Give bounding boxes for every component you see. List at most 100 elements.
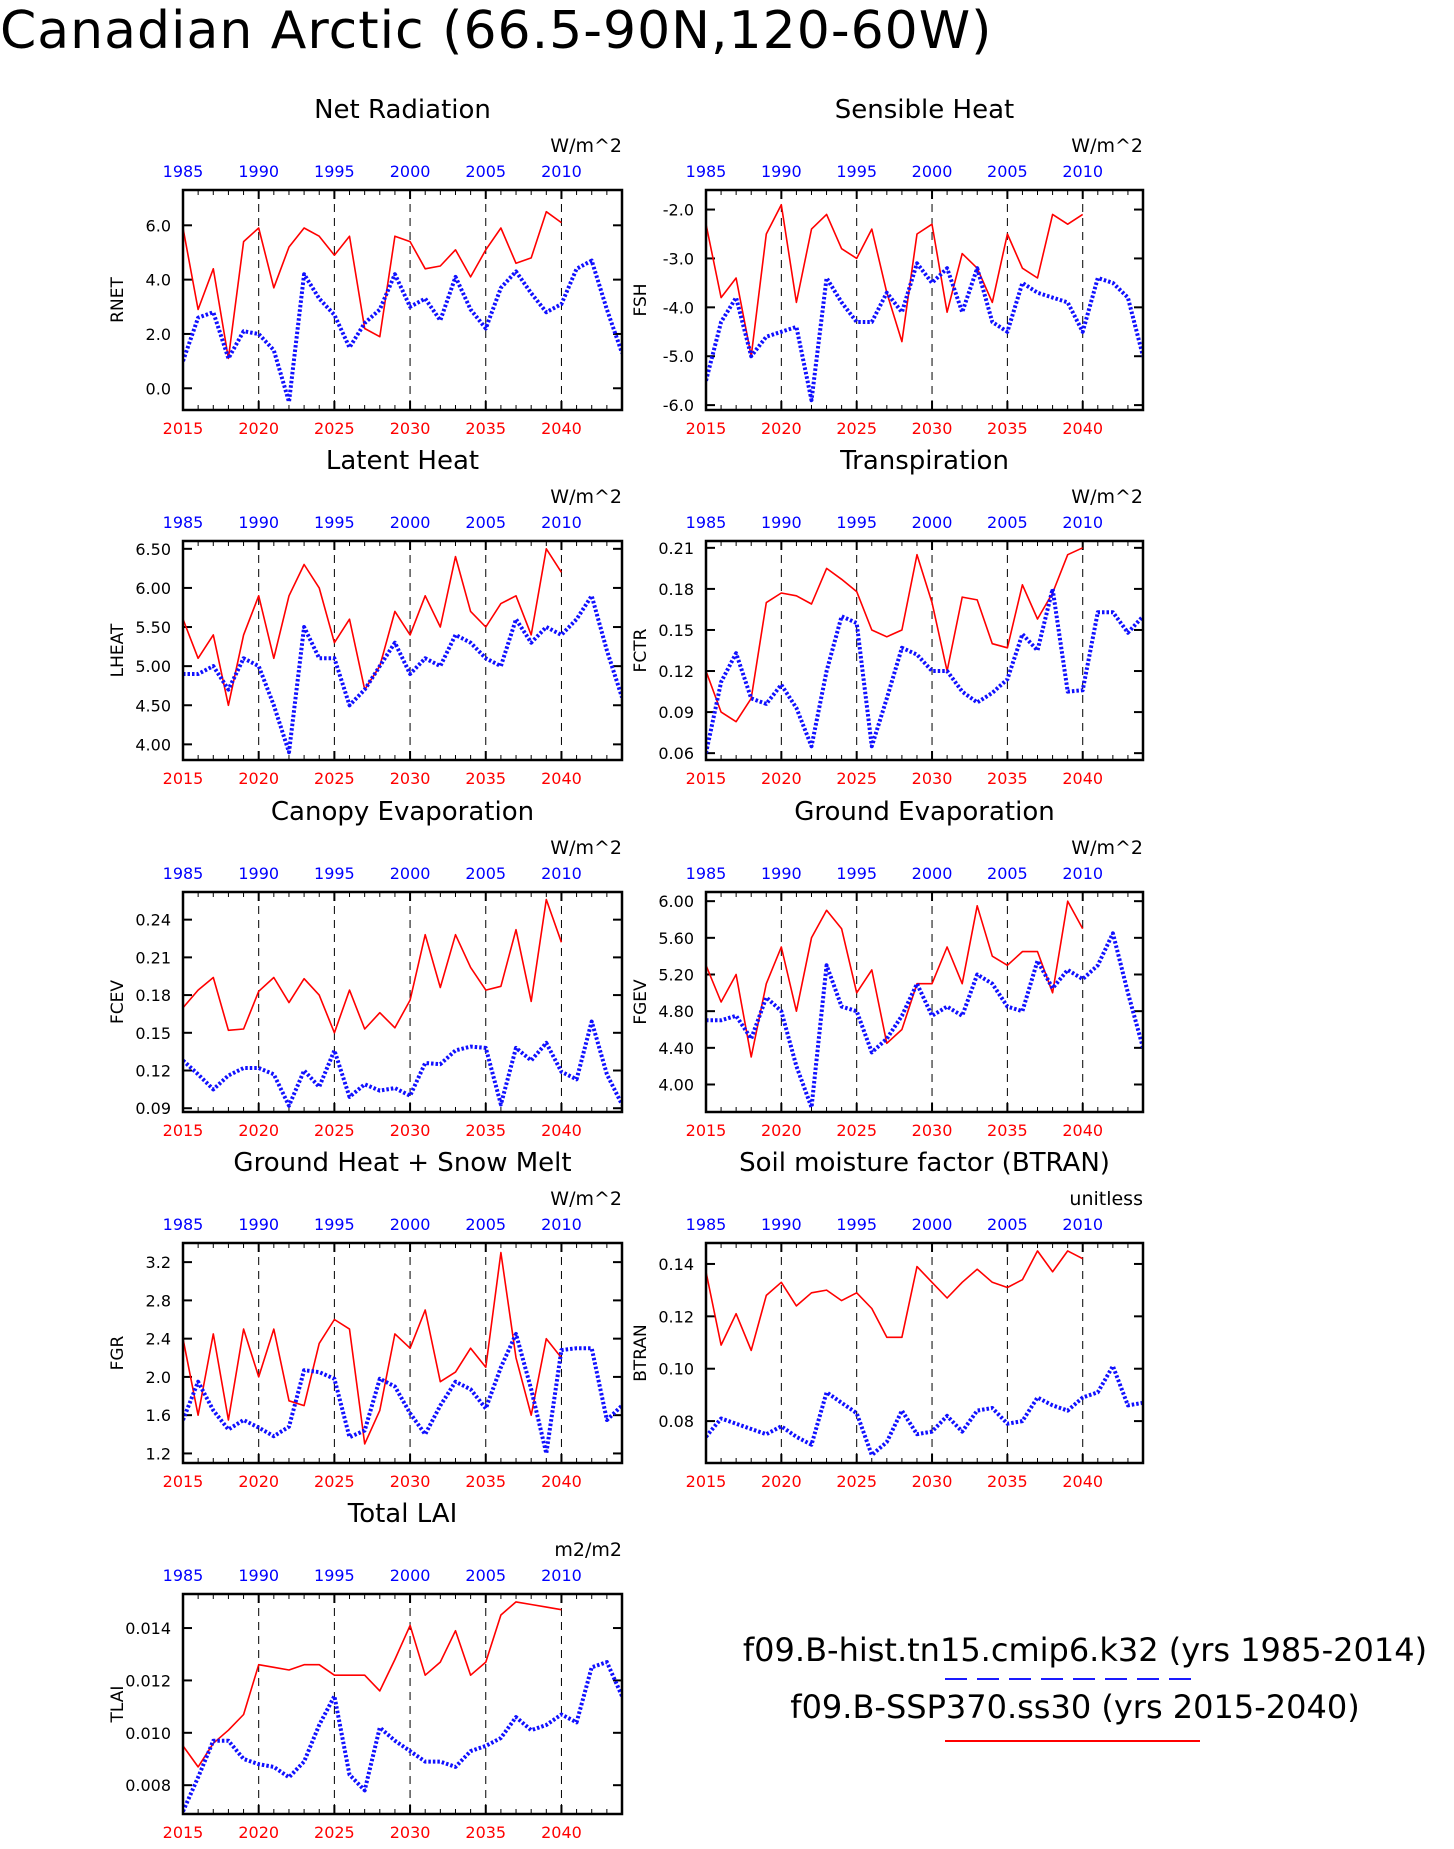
y-tick-label: 4.50 — [135, 696, 171, 715]
x-tick-label: 2025 — [836, 769, 877, 788]
series-line-ssp — [183, 898, 563, 1034]
x-tick-label-top: 1995 — [836, 864, 877, 883]
panel-9: Total LAI m2/m2 TLAI 2015 1985 2020 1990 2025 19… — [108, 1499, 624, 1842]
x-tick-label: 2040 — [1062, 1472, 1103, 1491]
series-line-ssp — [183, 210, 562, 360]
legend-label-hist: f09.B-hist.tn15.cmip6.k32 (yrs 1985-2014… — [743, 1631, 1427, 1669]
x-tick-label: 2015 — [163, 1121, 204, 1140]
y-tick-label: 0.12 — [135, 1062, 171, 1081]
series-line-ssp — [706, 547, 1084, 723]
x-tick-label-top: 2005 — [465, 1215, 506, 1234]
x-tick-label-top: 1995 — [836, 1215, 877, 1234]
x-tick-label: 2015 — [163, 1823, 204, 1842]
x-tick-label-top: 1985 — [163, 162, 204, 181]
y-tick-label: 1.6 — [146, 1406, 171, 1425]
plot-frame — [181, 188, 624, 412]
panels-group: Net Radiation W/m^2 RNET 2015 1985 2020 1990 20… — [108, 95, 1145, 1842]
y-tick-label: 0.008 — [125, 1776, 171, 1795]
y-tick-label: 2.0 — [146, 325, 171, 344]
y-tick-label: 0.08 — [658, 1412, 694, 1431]
x-tick-label-top: 1990 — [761, 1215, 802, 1234]
panel-title: Ground Evaporation — [794, 797, 1054, 827]
y-tick-label: 0.012 — [125, 1671, 171, 1690]
x-tick-label-top: 1990 — [238, 513, 279, 532]
x-tick-label: 2030 — [390, 1472, 431, 1491]
y-tick-label: 0.18 — [135, 986, 171, 1005]
x-tick-label: 2030 — [390, 1823, 431, 1842]
series-line-ssp — [183, 547, 563, 707]
x-tick-label: 2040 — [541, 1121, 582, 1140]
panel-2: Sensible Heat W/m^2 FSH 2015 1985 2020 1990 202… — [631, 95, 1145, 438]
x-tick-label-top: 2005 — [987, 864, 1028, 883]
series-line-ssp — [706, 1250, 1084, 1352]
y-tick-label: 0.21 — [658, 539, 694, 558]
y-tick-label: 0.09 — [658, 703, 694, 722]
x-tick-label-top: 1985 — [163, 1215, 204, 1234]
panel-title: Total LAI — [347, 1499, 458, 1529]
y-tick-label: 5.60 — [658, 929, 694, 948]
y-tick-label: 0.0 — [146, 379, 171, 398]
x-tick-label-top: 1990 — [761, 864, 802, 883]
x-tick-label: 2040 — [1062, 419, 1103, 438]
y-tick-label: 4.80 — [658, 1002, 694, 1021]
series-line-hist — [183, 1660, 622, 1813]
x-tick-label: 2015 — [163, 769, 204, 788]
x-tick-label: 2030 — [912, 1472, 953, 1491]
x-tick-label-top: 1990 — [761, 513, 802, 532]
y-tick-label: -2.0 — [663, 201, 694, 220]
units-label: W/m^2 — [1071, 486, 1143, 508]
series-line-hist — [183, 258, 622, 404]
y-tick-label: 4.00 — [658, 1076, 694, 1095]
y-axis-label: BTRAN — [631, 1324, 651, 1382]
y-tick-label: 0.10 — [658, 1360, 694, 1379]
x-tick-label-top: 1985 — [163, 1566, 204, 1585]
units-label: W/m^2 — [1071, 837, 1143, 859]
units-label: m2/m2 — [554, 1539, 622, 1561]
y-tick-label: 6.50 — [135, 540, 171, 559]
y-tick-label: 0.15 — [658, 621, 694, 640]
x-tick-label-top: 2010 — [541, 513, 582, 532]
x-tick-label-top: 2000 — [912, 864, 953, 883]
x-tick-label-top: 1990 — [761, 162, 802, 181]
y-tick-label: 6.00 — [658, 892, 694, 911]
y-axis-label: FGEV — [631, 979, 651, 1025]
x-tick-label-top: 1990 — [238, 1215, 279, 1234]
x-tick-label: 2040 — [541, 769, 582, 788]
x-tick-label-top: 1995 — [314, 1215, 355, 1234]
panel-8: Soil moisture factor (BTRAN) unitless BTRA… — [631, 1148, 1145, 1491]
y-tick-label: 0.18 — [658, 580, 694, 599]
x-tick-label: 2030 — [390, 1121, 431, 1140]
x-tick-label: 2020 — [238, 1121, 279, 1140]
x-tick-label: 2020 — [761, 419, 802, 438]
y-tick-label: 3.2 — [146, 1253, 171, 1272]
x-tick-label-top: 2010 — [541, 1215, 582, 1234]
x-tick-label-top: 2010 — [1062, 864, 1103, 883]
x-tick-label-top: 1985 — [686, 162, 727, 181]
x-tick-label-top: 1985 — [163, 864, 204, 883]
x-tick-label-top: 1995 — [314, 513, 355, 532]
x-tick-label: 2020 — [238, 1472, 279, 1491]
x-tick-label: 2035 — [465, 1823, 506, 1842]
x-tick-label: 2020 — [761, 769, 802, 788]
y-tick-label: 4.00 — [135, 735, 171, 754]
panel-title: Canopy Evaporation — [271, 797, 534, 827]
y-tick-label: 5.20 — [658, 966, 694, 985]
panel-title: Transpiration — [839, 446, 1009, 476]
y-tick-label: -4.0 — [663, 298, 694, 317]
panel-1: Net Radiation W/m^2 RNET 2015 1985 2020 1990 20… — [108, 95, 624, 438]
y-tick-label: 0.24 — [135, 911, 171, 930]
y-tick-label: 0.06 — [658, 744, 694, 763]
plot-frame — [181, 1592, 624, 1816]
x-tick-label-top: 2000 — [390, 162, 431, 181]
units-label: W/m^2 — [550, 1188, 622, 1210]
x-tick-label-top: 2010 — [541, 1566, 582, 1585]
y-tick-label: 0.12 — [658, 1307, 694, 1326]
x-tick-label: 2030 — [912, 769, 953, 788]
y-tick-label: 5.00 — [135, 657, 171, 676]
y-axis-label: TLAI — [108, 1686, 128, 1724]
y-tick-label: 0.14 — [658, 1255, 694, 1274]
x-tick-label: 2025 — [314, 1472, 355, 1491]
y-tick-label: -5.0 — [663, 347, 694, 366]
x-tick-label-top: 2000 — [390, 513, 431, 532]
